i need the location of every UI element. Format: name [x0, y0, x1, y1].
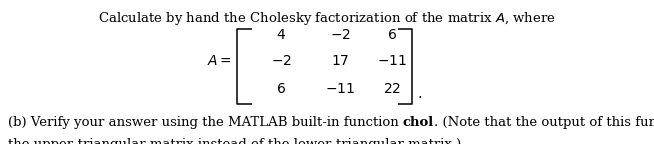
- Text: . (Note that the output of this function is: . (Note that the output of this function…: [434, 116, 654, 129]
- Text: $-11$: $-11$: [377, 54, 407, 68]
- Text: $-2$: $-2$: [271, 54, 292, 68]
- Text: chol: chol: [403, 116, 434, 129]
- Text: (b) Verify your answer using the MATLAB built-in function: (b) Verify your answer using the MATLAB …: [8, 116, 403, 129]
- Text: $17$: $17$: [331, 54, 349, 68]
- Text: $A =$: $A =$: [207, 54, 232, 68]
- Text: $-2$: $-2$: [330, 28, 351, 42]
- Text: $6$: $6$: [276, 82, 286, 96]
- Text: $22$: $22$: [383, 82, 402, 96]
- Text: Calculate by hand the Cholesky factorization of the matrix $A$, where: Calculate by hand the Cholesky factoriza…: [98, 10, 556, 27]
- Text: the upper-triangular matrix instead of the lower-triangular matrix.): the upper-triangular matrix instead of t…: [8, 138, 461, 144]
- Text: $6$: $6$: [387, 28, 398, 42]
- Text: $-11$: $-11$: [325, 82, 355, 96]
- Text: .: .: [417, 87, 422, 101]
- Text: $4$: $4$: [276, 28, 286, 42]
